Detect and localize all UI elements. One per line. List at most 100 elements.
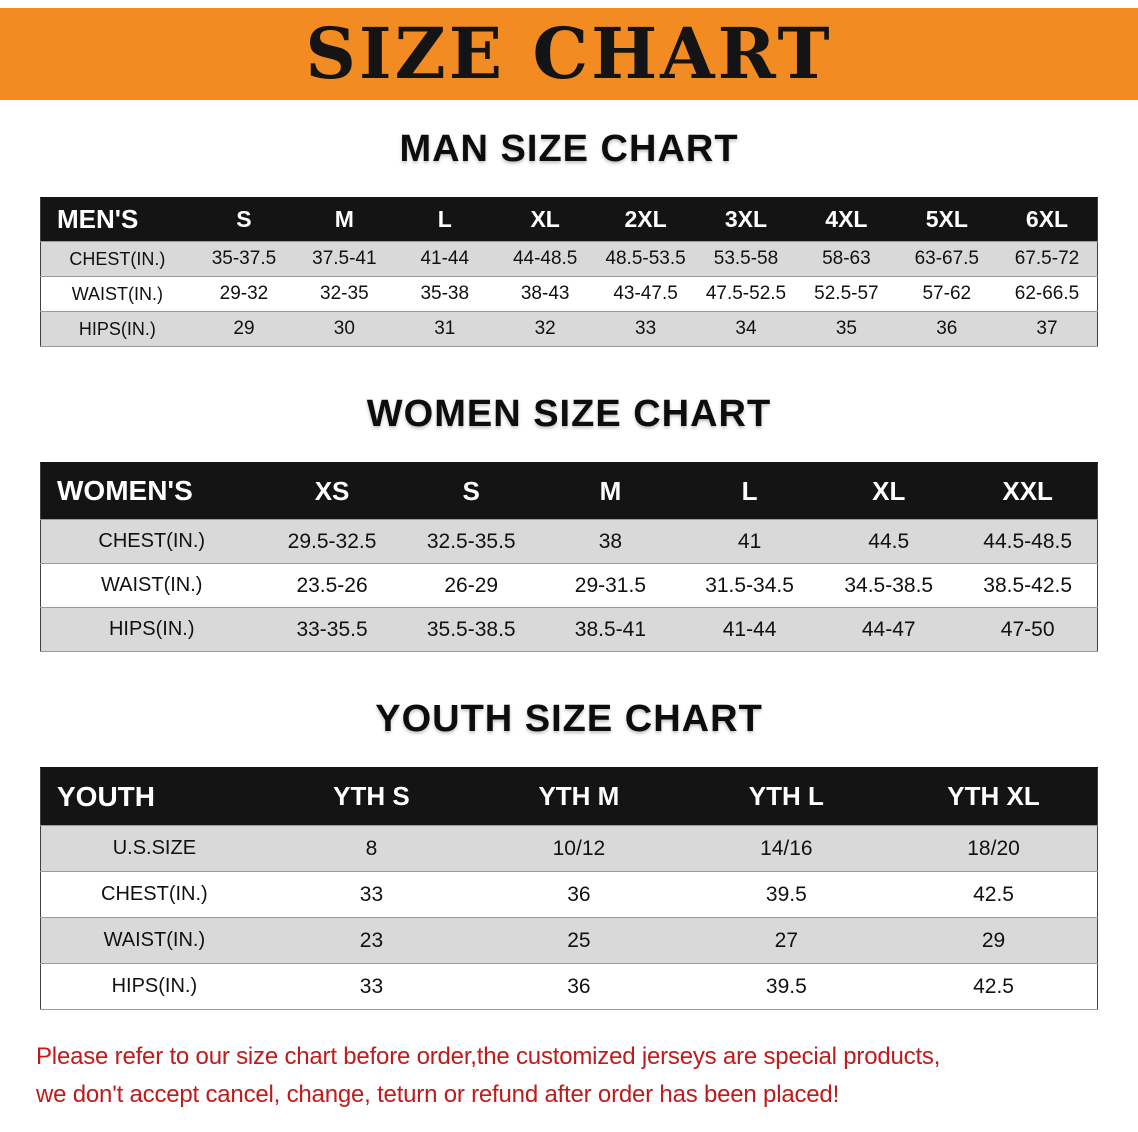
size-value-cell: 33 xyxy=(595,311,696,347)
size-value-cell: 37 xyxy=(997,311,1098,347)
size-value-cell: 41-44 xyxy=(394,241,495,277)
size-value-cell: 10/12 xyxy=(475,825,683,872)
size-value-cell: 58-63 xyxy=(796,241,897,277)
table-row: HIPS(IN.) 33-35.5 35.5-38.5 38.5-41 41-4… xyxy=(40,607,1098,652)
size-value-cell: 44.5-48.5 xyxy=(958,519,1098,564)
measure-row-label: HIPS(IN.) xyxy=(40,607,263,652)
table-corner-label: MEN'S xyxy=(40,197,194,242)
size-value-cell: 35 xyxy=(796,311,897,347)
size-value-cell: 38.5-41 xyxy=(540,607,680,652)
disclaimer-line-2: we don't accept cancel, change, teturn o… xyxy=(36,1081,840,1109)
table-corner-label: YOUTH xyxy=(40,767,268,826)
size-value-cell: 38 xyxy=(540,519,680,564)
size-column-header: XXL xyxy=(958,462,1098,520)
size-column-header: S xyxy=(401,462,541,520)
table-row: U.S.SIZE 8 10/12 14/16 18/20 xyxy=(40,825,1098,872)
size-value-cell: 44-48.5 xyxy=(494,241,596,277)
size-value-cell: 8 xyxy=(267,825,476,872)
size-value-cell: 35-37.5 xyxy=(193,241,295,277)
size-value-cell: 57-62 xyxy=(896,276,997,312)
size-value-cell: 36 xyxy=(475,963,683,1010)
table-row: HIPS(IN.) 29 30 31 32 33 34 35 36 37 xyxy=(40,311,1098,347)
size-value-cell: 35.5-38.5 xyxy=(401,607,541,652)
size-value-cell: 29.5-32.5 xyxy=(262,519,402,564)
size-value-cell: 36 xyxy=(896,311,997,347)
size-column-header: M xyxy=(540,462,680,520)
size-column-header: XS xyxy=(262,462,402,520)
size-value-cell: 39.5 xyxy=(682,871,891,918)
size-value-cell: 31 xyxy=(394,311,495,347)
size-value-cell: 29-31.5 xyxy=(540,563,680,608)
size-value-cell: 30 xyxy=(294,311,395,347)
measure-row-label: HIPS(IN.) xyxy=(40,963,268,1010)
size-chart-page: SIZE CHART MAN SIZE CHART MEN'S S M L XL… xyxy=(0,8,1138,1115)
page-title: SIZE CHART xyxy=(305,12,833,95)
measure-row-label: CHEST(IN.) xyxy=(40,519,263,564)
table-row: CHEST(IN.) 33 36 39.5 42.5 xyxy=(40,871,1098,918)
measure-row-label: HIPS(IN.) xyxy=(40,311,194,347)
size-column-header: 4XL xyxy=(796,197,897,242)
size-value-cell: 31.5-34.5 xyxy=(679,563,820,608)
size-value-cell: 42.5 xyxy=(890,871,1098,918)
size-value-cell: 29 xyxy=(890,917,1098,964)
size-value-cell: 43-47.5 xyxy=(595,276,696,312)
size-value-cell: 38-43 xyxy=(494,276,596,312)
table-row: WAIST(IN.) 23.5-26 26-29 29-31.5 31.5-34… xyxy=(40,563,1098,608)
size-column-header: 5XL xyxy=(896,197,997,242)
size-column-header: L xyxy=(394,197,495,242)
size-value-cell: 44-47 xyxy=(819,607,959,652)
size-value-cell: 35-38 xyxy=(394,276,495,312)
size-value-cell: 33 xyxy=(267,963,476,1010)
size-column-header: YTH XL xyxy=(890,767,1098,826)
size-value-cell: 32-35 xyxy=(294,276,395,312)
size-column-header: XL xyxy=(494,197,596,242)
women-section-heading: WOMEN SIZE CHART xyxy=(366,393,772,435)
size-value-cell: 33-35.5 xyxy=(262,607,402,652)
size-column-header: XL xyxy=(819,462,959,520)
size-value-cell: 32 xyxy=(494,311,596,347)
size-column-header: 2XL xyxy=(595,197,696,242)
size-value-cell: 39.5 xyxy=(682,963,891,1010)
measure-row-label: U.S.SIZE xyxy=(40,825,268,872)
men-section: MAN SIZE CHART MEN'S S M L XL 2XL 3XL 4X… xyxy=(0,128,1138,347)
size-value-cell: 41-44 xyxy=(679,607,820,652)
size-column-header: S xyxy=(193,197,295,242)
size-value-cell: 67.5-72 xyxy=(997,241,1098,277)
size-value-cell: 29 xyxy=(193,311,295,347)
size-value-cell: 38.5-42.5 xyxy=(958,563,1098,608)
table-row: WAIST(IN.) 23 25 27 29 xyxy=(40,917,1098,964)
table-row: HIPS(IN.) 33 36 39.5 42.5 xyxy=(40,963,1098,1010)
measure-row-label: CHEST(IN.) xyxy=(40,241,194,277)
disclaimer-line-1: Please refer to our size chart before or… xyxy=(36,1043,941,1070)
size-value-cell: 23.5-26 xyxy=(262,563,402,608)
measure-row-label: WAIST(IN.) xyxy=(40,563,263,608)
women-section: WOMEN SIZE CHART WOMEN'S XS S M L XL XXL… xyxy=(0,393,1138,652)
size-value-cell: 34 xyxy=(695,311,797,347)
size-value-cell: 63-67.5 xyxy=(896,241,997,277)
youth-size-table: YOUTH YTH S YTH M YTH L YTH XL U.S.SIZE … xyxy=(40,767,1098,1010)
size-column-header: 6XL xyxy=(997,197,1098,242)
size-value-cell: 62-66.5 xyxy=(997,276,1098,312)
size-value-cell: 34.5-38.5 xyxy=(819,563,959,608)
youth-header-row: YOUTH YTH S YTH M YTH L YTH XL xyxy=(40,767,1098,826)
size-value-cell: 52.5-57 xyxy=(796,276,897,312)
size-value-cell: 47.5-52.5 xyxy=(695,276,797,312)
women-header-row: WOMEN'S XS S M L XL XXL xyxy=(40,462,1098,520)
table-row: CHEST(IN.) 35-37.5 37.5-41 41-44 44-48.5… xyxy=(40,241,1098,277)
size-value-cell: 33 xyxy=(267,871,476,918)
size-column-header: 3XL xyxy=(695,197,797,242)
size-value-cell: 36 xyxy=(475,871,683,918)
size-column-header: YTH S xyxy=(267,767,476,826)
size-value-cell: 25 xyxy=(475,917,683,964)
banner: SIZE CHART xyxy=(0,8,1138,100)
table-corner-label: WOMEN'S xyxy=(40,462,263,520)
size-value-cell: 53.5-58 xyxy=(695,241,797,277)
measure-row-label: WAIST(IN.) xyxy=(40,276,194,312)
men-header-row: MEN'S S M L XL 2XL 3XL 4XL 5XL 6XL xyxy=(40,197,1098,242)
size-value-cell: 47-50 xyxy=(958,607,1098,652)
size-value-cell: 42.5 xyxy=(890,963,1098,1010)
size-value-cell: 14/16 xyxy=(682,825,891,872)
men-size-table: MEN'S S M L XL 2XL 3XL 4XL 5XL 6XL CHEST… xyxy=(40,197,1098,347)
table-row: WAIST(IN.) 29-32 32-35 35-38 38-43 43-47… xyxy=(40,276,1098,312)
size-column-header: M xyxy=(294,197,395,242)
